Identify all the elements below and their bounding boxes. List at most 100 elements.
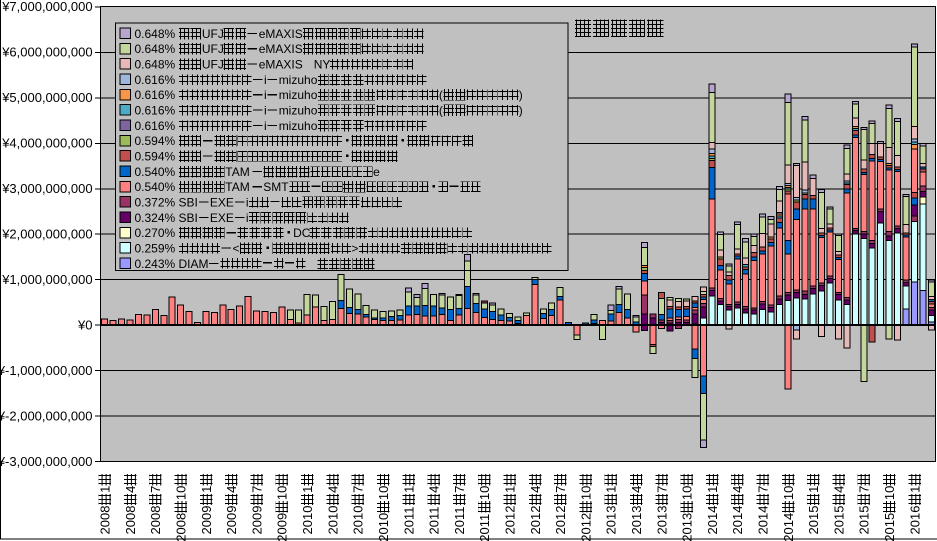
svg-text:4: 4 bbox=[730, 486, 745, 493]
svg-text:10: 10 bbox=[578, 486, 593, 500]
svg-text:2010: 2010 bbox=[351, 506, 366, 535]
svg-text:10: 10 bbox=[174, 486, 189, 500]
svg-text:4: 4 bbox=[831, 486, 846, 493]
svg-text:7: 7 bbox=[756, 486, 771, 493]
svg-text:4: 4 bbox=[629, 486, 644, 493]
svg-text:10: 10 bbox=[882, 486, 897, 500]
svg-text:7: 7 bbox=[249, 486, 264, 493]
svg-text:7: 7 bbox=[351, 486, 366, 493]
svg-text:¥1,000,000,000: ¥1,000,000,000 bbox=[1, 272, 92, 287]
svg-text:7: 7 bbox=[452, 486, 467, 493]
svg-text:0.616%: 0.616% bbox=[135, 88, 176, 102]
svg-text:0.259%: 0.259% bbox=[135, 241, 176, 255]
svg-text:7: 7 bbox=[553, 486, 568, 493]
svg-text:mizuho: mizuho bbox=[279, 73, 318, 87]
svg-text:i: i bbox=[246, 195, 249, 209]
svg-text:7: 7 bbox=[148, 486, 163, 493]
svg-text:2015: 2015 bbox=[857, 506, 872, 535]
svg-text:¥3,000,000,000: ¥3,000,000,000 bbox=[1, 181, 92, 196]
svg-text:¥-3,000,000,000: ¥-3,000,000,000 bbox=[0, 454, 93, 469]
svg-text:7: 7 bbox=[857, 486, 872, 493]
svg-text:7: 7 bbox=[654, 486, 669, 493]
svg-text:¥7,000,000,000: ¥7,000,000,000 bbox=[1, 0, 92, 14]
svg-text:2011: 2011 bbox=[401, 507, 416, 535]
svg-text:): ) bbox=[519, 88, 523, 102]
svg-text:2009: 2009 bbox=[199, 506, 214, 535]
svg-text:¥0: ¥0 bbox=[77, 318, 92, 333]
svg-text:0.243%: 0.243% bbox=[135, 257, 176, 271]
svg-text:10: 10 bbox=[781, 486, 796, 500]
svg-text:0.540%: 0.540% bbox=[135, 180, 176, 194]
svg-text:>: > bbox=[351, 241, 358, 255]
svg-text:2012: 2012 bbox=[503, 506, 518, 535]
svg-text:¥-1,000,000,000: ¥-1,000,000,000 bbox=[0, 363, 93, 378]
svg-text:i: i bbox=[246, 211, 249, 225]
svg-text:(: ( bbox=[439, 88, 443, 102]
svg-text:2011: 2011 bbox=[427, 507, 442, 535]
svg-text:2015: 2015 bbox=[806, 506, 821, 535]
svg-text:0.616%: 0.616% bbox=[135, 73, 176, 87]
svg-text:eMAXIS: eMAXIS bbox=[259, 42, 303, 56]
svg-text:DC: DC bbox=[293, 226, 311, 240]
svg-text:(: ( bbox=[439, 104, 443, 118]
svg-text:TAM: TAM bbox=[225, 180, 249, 194]
svg-text:4: 4 bbox=[427, 486, 442, 493]
svg-text:2014: 2014 bbox=[705, 506, 720, 535]
svg-text:2014: 2014 bbox=[781, 513, 796, 541]
svg-text:EXE: EXE bbox=[210, 195, 234, 209]
svg-text:1: 1 bbox=[806, 486, 821, 493]
svg-text:0.594%: 0.594% bbox=[135, 134, 176, 148]
svg-text:2013: 2013 bbox=[680, 513, 695, 541]
svg-text:i: i bbox=[264, 119, 267, 133]
svg-text:¥4,000,000,000: ¥4,000,000,000 bbox=[1, 136, 92, 151]
svg-text:1: 1 bbox=[199, 486, 214, 493]
svg-text:2008: 2008 bbox=[148, 506, 163, 535]
svg-text:NY: NY bbox=[314, 58, 331, 72]
svg-text:4: 4 bbox=[224, 486, 239, 493]
svg-text:¥6,000,000,000: ¥6,000,000,000 bbox=[1, 45, 92, 60]
svg-text:1: 1 bbox=[907, 486, 922, 493]
svg-text:i: i bbox=[264, 88, 267, 102]
svg-text:2013: 2013 bbox=[604, 506, 619, 535]
svg-text:eMAXIS: eMAXIS bbox=[259, 27, 303, 41]
svg-text:2015: 2015 bbox=[831, 506, 846, 535]
svg-text:1: 1 bbox=[98, 486, 113, 493]
svg-text:2013: 2013 bbox=[629, 506, 644, 535]
svg-text:1: 1 bbox=[503, 486, 518, 493]
svg-text:2013: 2013 bbox=[654, 506, 669, 535]
svg-text:0.594%: 0.594% bbox=[135, 149, 176, 163]
svg-text:i: i bbox=[264, 73, 267, 87]
svg-text:1: 1 bbox=[604, 486, 619, 493]
svg-text:¥2,000,000,000: ¥2,000,000,000 bbox=[1, 227, 92, 242]
svg-text:2008: 2008 bbox=[174, 513, 189, 541]
svg-text:2014: 2014 bbox=[730, 506, 745, 535]
svg-text:2011: 2011 bbox=[452, 507, 467, 535]
svg-text:): ) bbox=[519, 104, 523, 118]
svg-text:UFJ: UFJ bbox=[202, 27, 224, 41]
svg-text:i: i bbox=[264, 104, 267, 118]
svg-text:0.616%: 0.616% bbox=[135, 119, 176, 133]
svg-text:2009: 2009 bbox=[275, 513, 290, 541]
svg-text:mizuho: mizuho bbox=[279, 88, 318, 102]
svg-text:2012: 2012 bbox=[553, 506, 568, 535]
svg-text:0.324%: 0.324% bbox=[135, 211, 176, 225]
svg-text:2008: 2008 bbox=[98, 506, 113, 535]
svg-text:0.540%: 0.540% bbox=[135, 165, 176, 179]
svg-text:2010: 2010 bbox=[300, 506, 315, 535]
svg-text:e: e bbox=[373, 165, 380, 179]
svg-text:DIAM: DIAM bbox=[179, 257, 209, 271]
svg-text:10: 10 bbox=[376, 486, 391, 500]
svg-text:1: 1 bbox=[300, 486, 315, 493]
svg-text:SBI: SBI bbox=[179, 211, 198, 225]
svg-text:1: 1 bbox=[705, 486, 720, 493]
svg-text:10: 10 bbox=[275, 486, 290, 500]
svg-text:2012: 2012 bbox=[528, 506, 543, 535]
svg-text:eMAXIS: eMAXIS bbox=[259, 58, 303, 72]
svg-text:2008: 2008 bbox=[123, 506, 138, 535]
svg-text:mizuho: mizuho bbox=[279, 104, 318, 118]
svg-text:0.648%: 0.648% bbox=[135, 42, 176, 56]
svg-text:2009: 2009 bbox=[249, 506, 264, 535]
svg-text:4: 4 bbox=[528, 486, 543, 493]
svg-text:10: 10 bbox=[477, 486, 492, 500]
svg-text:2010: 2010 bbox=[325, 506, 340, 535]
